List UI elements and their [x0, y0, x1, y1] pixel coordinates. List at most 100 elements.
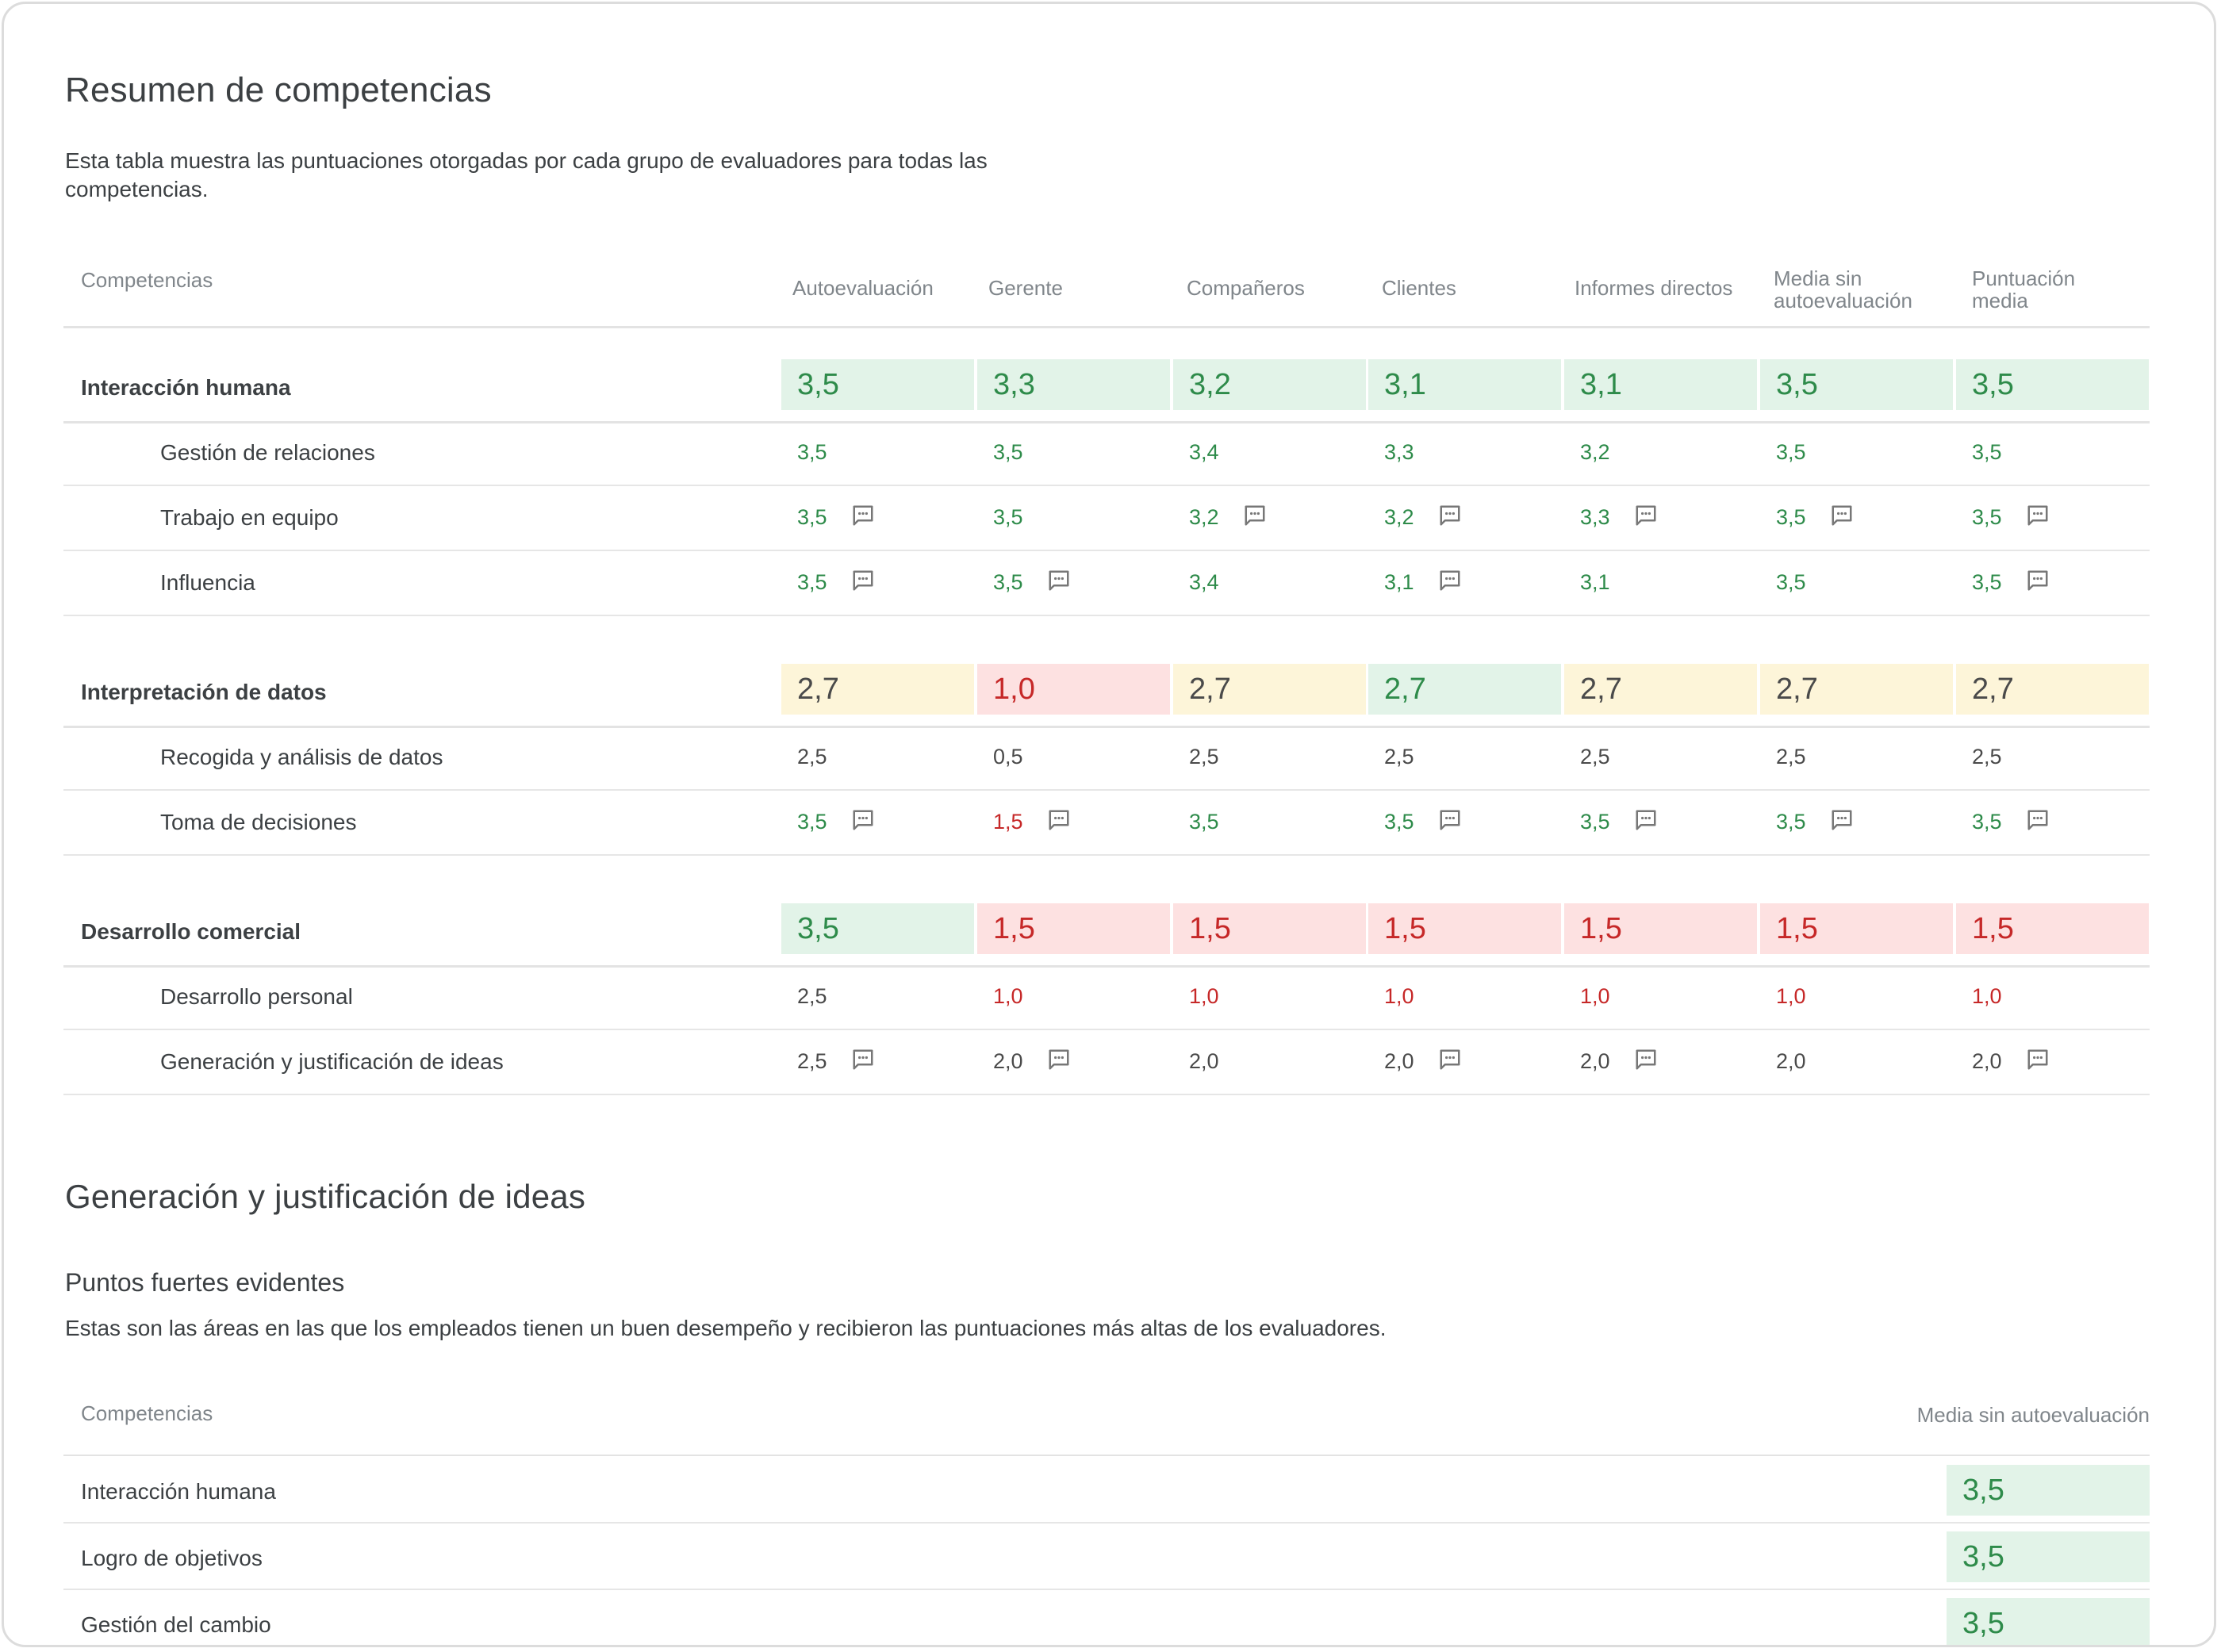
item-score-value: 3,5: [1189, 810, 1219, 834]
item-score-cell: 3,5: [1956, 421, 2149, 485]
item-score-cell: 3,4: [1173, 551, 1366, 615]
group-score-value: 3,3: [993, 368, 1035, 401]
group-score-value: 3,5: [1972, 368, 2014, 401]
item-score-cell: 2,5: [1956, 726, 2149, 789]
item-score-value: 3,5: [797, 440, 827, 464]
item-score-value: 2,0: [1580, 1049, 1610, 1073]
item-score-value: 2,0: [1189, 1049, 1219, 1073]
item-score-value: 3,5: [1776, 810, 1806, 834]
competency-item-row[interactable]: Influencia 3,5 3,5 3,4 3,1 3,1 3,5 3,5: [63, 551, 2150, 616]
item-score-value: 3,5: [797, 570, 827, 594]
item-score-cell: 3,3: [1368, 421, 1561, 485]
competency-item-row[interactable]: Desarrollo personal 2,5 1,0 1,0 1,0 1,0 1,0 1,0: [63, 965, 2150, 1030]
competency-item-label: Influencia: [160, 570, 255, 595]
comment-icon[interactable]: [1438, 1048, 1462, 1071]
column-header-clientes: Clientes: [1382, 276, 1456, 300]
item-score-cell: 2,5: [1368, 726, 1561, 789]
comment-icon[interactable]: [1830, 504, 1854, 527]
item-score-value: 3,3: [1384, 440, 1414, 464]
strength-label: Gestión del cambio: [81, 1612, 271, 1637]
group-score-value: 1,5: [993, 912, 1035, 945]
strength-score-value: 3,5: [1962, 1540, 2004, 1573]
group-score-cell: 2,7: [1760, 664, 1953, 715]
comment-icon[interactable]: [1243, 504, 1267, 527]
group-score-cell: 3,3: [977, 359, 1170, 410]
comment-icon[interactable]: [1634, 808, 1658, 832]
item-score-cell: 3,5: [781, 486, 974, 550]
item-score-value: 3,5: [797, 505, 827, 529]
competency-group-row[interactable]: Interacción humana 3,5 3,3 3,2 3,1 3,1 3,5 3,5: [63, 347, 2150, 424]
item-score-cell: 3,5: [781, 551, 974, 615]
item-score-value: 3,2: [1189, 505, 1219, 529]
competency-item-row[interactable]: Gestión de relaciones 3,5 3,5 3,4 3,3 3,2 3,5 3…: [63, 421, 2150, 486]
item-score-value: 3,5: [993, 505, 1023, 529]
column-header-media-sin-autoevaluacion: Media sin autoevaluación: [1774, 266, 1912, 312]
group-score-value: 3,5: [797, 368, 839, 401]
competency-item-row[interactable]: Generación y justificación de ideas 2,5 2,…: [63, 1030, 2150, 1095]
item-score-cell: 1,0: [1564, 965, 1757, 1029]
comment-icon[interactable]: [1634, 1048, 1658, 1071]
strength-row[interactable]: Logro de objetivos 3,5: [63, 1524, 2150, 1590]
competency-item-row[interactable]: Recogida y análisis de datos 2,5 0,5 2,5 2,5…: [63, 726, 2150, 791]
group-score-value: 2,7: [1776, 673, 1818, 706]
comment-icon[interactable]: [1047, 1048, 1071, 1071]
group-score-cell: 2,7: [781, 664, 974, 715]
item-score-cell: 3,5: [1760, 551, 1953, 615]
item-score-value: 2,0: [1776, 1049, 1806, 1073]
group-score-value: 3,5: [1776, 368, 1818, 401]
item-score-cell: 2,0: [1760, 1030, 1953, 1094]
item-score-cell: 1,0: [1956, 965, 2149, 1029]
group-score-cell: 2,7: [1173, 664, 1366, 715]
group-score-value: 1,5: [1972, 912, 2014, 945]
item-score-value: 3,5: [1776, 570, 1806, 594]
group-score-cell: 1,5: [1956, 903, 2149, 954]
column-header-puntuacion-media: Puntuación media: [1972, 266, 2076, 312]
competency-item-row[interactable]: Toma de decisiones 3,5 1,5 3,5 3,5 3,5 3,5 3,5: [63, 791, 2150, 856]
comment-icon[interactable]: [1830, 808, 1854, 832]
competency-group-label: Interpretación de datos: [81, 680, 327, 704]
item-score-cell: 3,5: [1760, 486, 1953, 550]
comment-icon[interactable]: [2026, 569, 2050, 592]
item-score-cell: 3,5: [781, 421, 974, 485]
comment-icon[interactable]: [851, 808, 875, 832]
detail-title: Generación y justificación de ideas: [65, 1178, 586, 1215]
strength-row[interactable]: Gestión del cambio 3,5: [63, 1590, 2150, 1645]
item-score-value: 2,0: [1384, 1049, 1414, 1073]
item-score-cell: 1,0: [1368, 965, 1561, 1029]
comment-icon[interactable]: [1047, 808, 1071, 832]
strength-row[interactable]: Interacción humana 3,5: [63, 1457, 2150, 1524]
comment-icon[interactable]: [2026, 504, 2050, 527]
column-header-competencias: Competencias: [81, 268, 213, 292]
comment-icon[interactable]: [2026, 1048, 2050, 1071]
competency-item-row[interactable]: Trabajo en equipo 3,5 3,5 3,2 3,2 3,3 3,5 3,5: [63, 486, 2150, 551]
item-score-value: 1,5: [993, 810, 1023, 834]
competency-item-label: Trabajo en equipo: [160, 505, 339, 530]
group-score-value: 2,7: [1580, 673, 1622, 706]
item-score-cell: 2,0: [1564, 1030, 1757, 1094]
item-score-cell: 2,5: [1173, 726, 1366, 789]
item-score-value: 3,2: [1580, 440, 1610, 464]
item-score-value: 0,5: [993, 745, 1023, 769]
comment-icon[interactable]: [1634, 504, 1658, 527]
comment-icon[interactable]: [1438, 569, 1462, 592]
item-score-cell: 3,5: [1760, 791, 1953, 854]
column-header-informes-directos: Informes directos: [1575, 276, 1733, 300]
strength-score-value: 3,5: [1962, 1607, 2004, 1640]
item-score-cell: 2,5: [1760, 726, 1953, 789]
strengths-table-header: Competencias Media sin autoevaluación: [63, 1391, 2150, 1456]
item-score-cell: 2,0: [1956, 1030, 2149, 1094]
comment-icon[interactable]: [2026, 808, 2050, 832]
item-score-cell: 3,5: [1564, 791, 1757, 854]
comment-icon[interactable]: [851, 504, 875, 527]
competency-group-row[interactable]: Interpretación de datos 2,7 1,0 2,7 2,7 2,7 2,…: [63, 651, 2150, 728]
comment-icon[interactable]: [1438, 504, 1462, 527]
item-score-cell: 3,2: [1564, 421, 1757, 485]
competency-group-row[interactable]: Desarrollo comercial 3,5 1,5 1,5 1,5 1,5 1,5 1,…: [63, 891, 2150, 968]
item-score-value: 2,0: [1972, 1049, 2002, 1073]
item-score-value: 3,5: [993, 440, 1023, 464]
comment-icon[interactable]: [1047, 569, 1071, 592]
comment-icon[interactable]: [1438, 808, 1462, 832]
comment-icon[interactable]: [851, 569, 875, 592]
group-score-value: 1,5: [1776, 912, 1818, 945]
comment-icon[interactable]: [851, 1048, 875, 1071]
